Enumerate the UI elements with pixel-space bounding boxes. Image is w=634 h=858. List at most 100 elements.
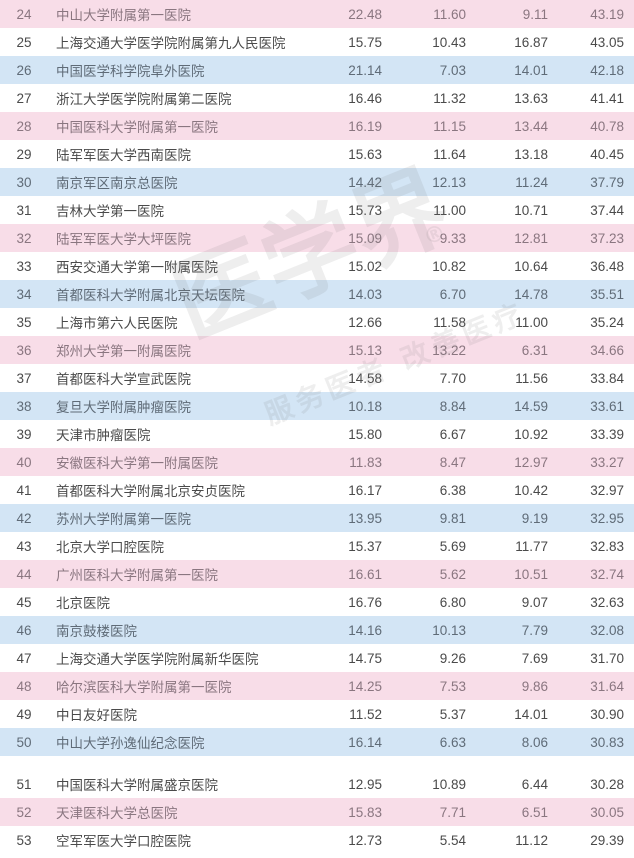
cell-hospital-name: 浙江大学医学院附属第二医院 [56,92,232,107]
cell-metric-3: 6.31 [521,342,548,358]
cell-total-score: 43.19 [590,6,624,22]
cell-metric-2: 11.15 [433,118,466,134]
cell-rank: 45 [16,594,32,610]
cell-metric-2: 7.70 [439,370,466,386]
table-row: 42 苏州大学附属第一医院 13.95 9.81 9.19 32.95 [0,504,634,532]
cell-metric-1: 16.76 [348,594,382,610]
cell-metric-2: 11.60 [433,6,466,22]
cell-metric-2: 11.00 [433,202,466,218]
cell-metric-3: 10.71 [514,202,548,218]
cell-hospital-name: 北京大学口腔医院 [56,540,164,555]
cell-hospital-name: 吉林大学第一医院 [56,204,164,219]
cell-metric-2: 11.32 [433,90,466,106]
cell-total-score: 32.08 [590,622,624,638]
cell-hospital-name: 西安交通大学第一附属医院 [56,260,218,275]
cell-metric-3: 9.19 [521,510,548,526]
cell-total-score: 31.70 [590,650,624,666]
cell-metric-3: 11.12 [515,832,548,848]
cell-metric-1: 14.42 [348,174,382,190]
table-row: 35 上海市第六人民医院 12.66 11.58 11.00 35.24 [0,308,634,336]
table-row: 47 上海交通大学医学院附属新华医院 14.75 9.26 7.69 31.70 [0,644,634,672]
table-row: 41 首都医科大学附属北京安贞医院 16.17 6.38 10.42 32.97 [0,476,634,504]
cell-metric-1: 15.02 [348,258,382,274]
cell-metric-3: 8.06 [521,734,548,750]
cell-metric-1: 21.14 [348,62,382,78]
cell-metric-1: 15.63 [348,146,382,162]
cell-rank: 44 [16,566,32,582]
cell-rank: 42 [16,510,32,526]
cell-metric-2: 6.70 [439,286,466,302]
cell-metric-1: 15.83 [348,804,382,820]
cell-total-score: 41.41 [590,90,624,106]
cell-total-score: 31.64 [590,678,624,694]
cell-total-score: 37.23 [590,230,624,246]
cell-metric-3: 13.18 [514,146,548,162]
cell-metric-3: 13.63 [514,90,548,106]
cell-hospital-name: 广州医科大学附属第一医院 [56,568,218,583]
cell-metric-2: 6.67 [439,426,466,442]
cell-hospital-name: 首都医科大学宣武医院 [56,372,191,387]
table-row: 53 空军军医大学口腔医院 12.73 5.54 11.12 29.39 [0,826,634,854]
cell-rank: 40 [16,454,32,470]
cell-metric-2: 11.58 [433,314,466,330]
cell-metric-3: 14.78 [514,286,548,302]
cell-metric-1: 15.75 [348,34,382,50]
table-row: 31 吉林大学第一医院 15.73 11.00 10.71 37.44 [0,196,634,224]
cell-total-score: 30.28 [590,776,624,792]
cell-rank: 32 [16,230,32,246]
cell-metric-3: 11.24 [515,174,548,190]
cell-metric-1: 16.19 [348,118,382,134]
table-row: 38 复旦大学附属肿瘤医院 10.18 8.84 14.59 33.61 [0,392,634,420]
cell-metric-2: 8.84 [439,398,466,414]
cell-metric-2: 6.80 [439,594,466,610]
cell-hospital-name: 陆军军医大学西南医院 [56,148,191,163]
table-row: 49 中日友好医院 11.52 5.37 14.01 30.90 [0,700,634,728]
cell-total-score: 32.74 [590,566,624,582]
cell-metric-3: 11.00 [515,314,548,330]
cell-metric-2: 7.53 [439,678,466,694]
cell-hospital-name: 中日友好医院 [56,708,137,723]
table-row: 32 陆军军医大学大坪医院 15.09 9.33 12.81 37.23 [0,224,634,252]
table-row: 46 南京鼓楼医院 14.16 10.13 7.79 32.08 [0,616,634,644]
cell-rank: 41 [16,482,32,498]
cell-total-score: 36.48 [590,258,624,274]
cell-hospital-name: 上海市第六人民医院 [56,316,178,331]
cell-metric-3: 7.79 [521,622,548,638]
cell-total-score: 32.63 [590,594,624,610]
cell-hospital-name: 中国医学科学院阜外医院 [56,64,205,79]
cell-metric-2: 5.69 [439,538,466,554]
cell-metric-1: 16.14 [348,734,382,750]
table-row: 37 首都医科大学宣武医院 14.58 7.70 11.56 33.84 [0,364,634,392]
cell-metric-1: 15.80 [348,426,382,442]
table-row: 51 中国医科大学附属盛京医院 12.95 10.89 6.44 30.28 [0,770,634,798]
cell-metric-3: 6.44 [521,776,548,792]
cell-metric-3: 14.01 [514,62,548,78]
cell-metric-2: 13.22 [432,342,466,358]
cell-total-score: 32.97 [590,482,624,498]
cell-rank: 39 [16,426,32,442]
cell-total-score: 37.44 [590,202,624,218]
cell-metric-3: 12.97 [514,454,548,470]
cell-total-score: 32.95 [590,510,624,526]
cell-metric-2: 7.03 [439,62,466,78]
cell-hospital-name: 首都医科大学附属北京天坛医院 [56,288,245,303]
cell-metric-2: 5.54 [439,832,466,848]
cell-metric-2: 5.37 [439,706,466,722]
cell-metric-2: 5.62 [439,566,466,582]
cell-metric-1: 12.66 [348,314,382,330]
cell-metric-2: 11.64 [433,146,466,162]
cell-total-score: 33.27 [590,454,624,470]
cell-rank: 26 [16,62,32,78]
table-row: 45 北京医院 16.76 6.80 9.07 32.63 [0,588,634,616]
cell-total-score: 33.39 [590,426,624,442]
cell-total-score: 32.83 [590,538,624,554]
cell-metric-3: 9.11 [522,6,548,22]
table-row: 44 广州医科大学附属第一医院 16.61 5.62 10.51 32.74 [0,560,634,588]
cell-total-score: 40.45 [590,146,624,162]
cell-metric-3: 14.01 [514,706,548,722]
cell-hospital-name: 复旦大学附属肿瘤医院 [56,400,191,415]
cell-metric-1: 15.13 [348,342,382,358]
cell-metric-3: 13.44 [514,118,548,134]
table-row: 50 中山大学孙逸仙纪念医院 16.14 6.63 8.06 30.83 [0,728,634,756]
